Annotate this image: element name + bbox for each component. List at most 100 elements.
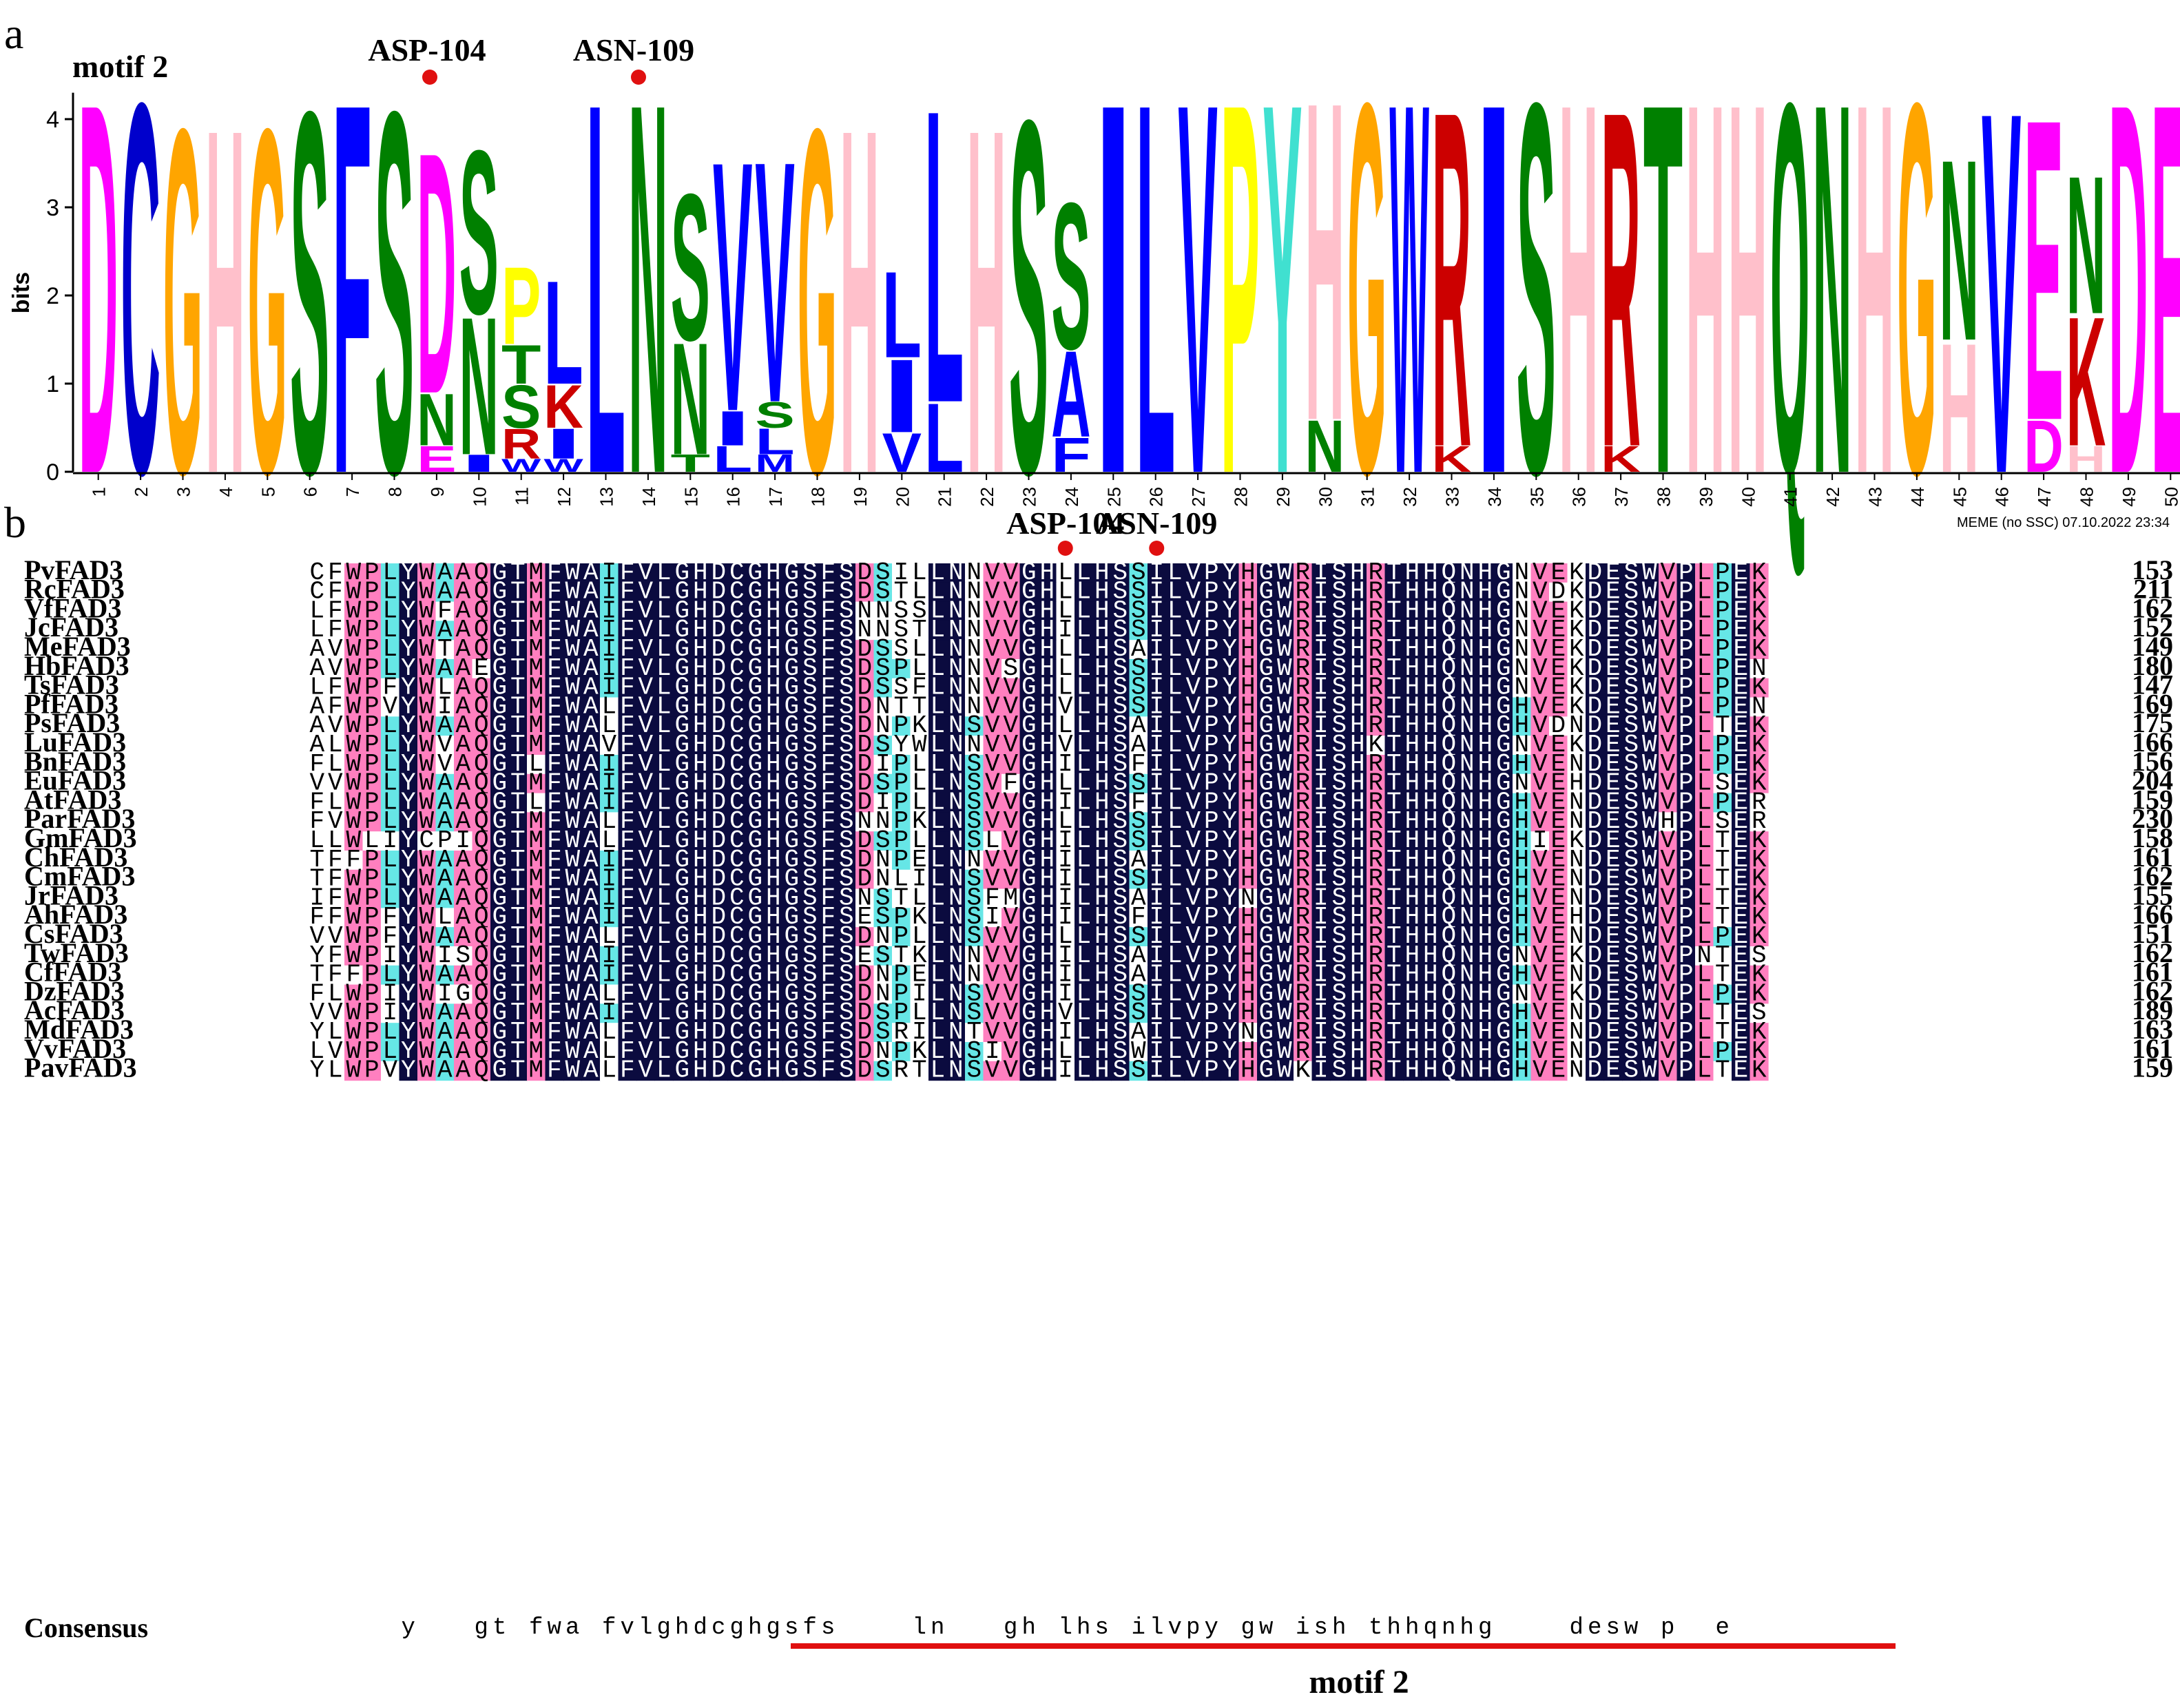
logo-letter-L: L [1136,0,1175,585]
logo-letter-K: K [2066,278,2106,485]
residue-cell [1238,563,1258,583]
consensus-residue: h [1022,1615,1036,1641]
logo-letter-L: L [755,421,794,463]
logo-x-tick-label: 43 [1865,487,1886,507]
residue: Y [401,1056,416,1085]
residue: S [875,1056,891,1085]
logo-y-tick-label: 0 [46,459,59,486]
residue: G [1496,1056,1511,1085]
residue: K [1752,1056,1767,1085]
logo-letter-G: G [163,26,203,576]
residue: D [857,559,872,587]
logo-motif-label: motif 2 [72,49,168,84]
logo-x-tick-label: 19 [850,487,871,507]
residue: A [455,1056,470,1085]
logo-x-tick-label: 47 [2034,487,2055,507]
logo-marker-dot-asp104 [422,70,437,85]
residue-cell [399,563,418,583]
consensus-residue: f [529,1615,543,1641]
alignment-row: PvFAD3 C F W P L Y W A A Q G T M F W A I F V L G H D C G H G S F S D S I L… [24,554,2173,587]
residue-cell [1148,563,1167,583]
residue: S [802,1056,818,1085]
logo-letter-N: N [2066,136,2106,355]
consensus-residue: y [1205,1615,1218,1641]
consensus-residue: s [821,1615,835,1641]
residue: S [802,559,818,587]
residue: H [1240,559,1256,587]
residue: L [382,559,397,587]
residue: S [1623,1056,1639,1085]
consensus-residue: t [1369,1615,1382,1641]
logo-letter-N: N [417,379,456,461]
residue: P [1204,1056,1219,1085]
logo-letter-Q: Q [1770,0,1809,584]
residue: H [1094,559,1110,587]
residue: L [1058,559,1073,587]
logo-x-axis: 1 2 3 4 5 6 7 8 9 10 11 12 13 14 15 16 17 18 19 20 21 22 23 24 2… [73,472,2180,507]
residue: F [820,559,835,587]
logo-x-tick-label: 5 [258,487,278,497]
logo-x-tick-label: 2 [131,487,152,497]
logo-x-tick-label: 12 [554,487,574,507]
logo-y-axis-label: bits [8,272,34,313]
alignment-marker-label-asn109: ASN-109 [1096,506,1217,541]
logo-x-tick-label: 14 [639,487,659,507]
logo-x-tick-label: 3 [174,487,194,497]
logo-x-tick-label: 28 [1231,487,1252,507]
logo-letter-D: D [2108,0,2148,584]
residue: G [674,1056,689,1085]
consensus-residue: d [694,1615,707,1641]
logo-x-tick-label: 33 [1442,487,1463,507]
consensus-residue: h [1460,1615,1474,1641]
residue: A [437,1056,453,1085]
logo-x-tick-label: 20 [892,487,913,507]
residue: V [1003,559,1018,587]
consensus-residue: i [1296,1615,1309,1641]
logo-letter-G: G [1897,0,1936,584]
residue: S [966,1056,982,1085]
panel-a-letter: a [4,9,23,58]
alignment-row: PavFAD3 Y L W P V Y W A A Q G T M F W A L F V L G H D C G H G S F S D S R… [24,1052,2173,1085]
residue-cell [983,563,1002,583]
residue: S [839,559,854,587]
consensus-residue: s [1606,1615,1620,1641]
logo-x-tick-label: 25 [1103,487,1124,507]
residue-cell [326,563,345,583]
residue: Q [474,1056,489,1085]
logo-letter-N: N [1812,0,1851,584]
residue: L [1167,559,1183,587]
residue-cell [965,563,984,583]
consensus-residue: l [913,1615,926,1641]
residue: I [1149,559,1164,587]
logo-letter-H: H [1559,0,1598,584]
logo-letter-N: N [459,277,499,497]
residue: I [1058,1056,1073,1085]
residue: E [1606,1056,1621,1085]
logo-letter-S: S [290,4,329,582]
consensus-residue: s [785,1615,798,1641]
logo-x-tick-label: 42 [1823,487,1843,507]
residue-cell [618,563,637,583]
residue: L [1076,559,1091,587]
residue: L [656,559,672,587]
consensus-residue: v [621,1615,634,1641]
residue: L [1167,1056,1183,1085]
residue: L [1696,1056,1712,1085]
residue-cell [691,563,710,583]
logo-letter-A: A [1051,326,1090,464]
alignment-rows: PvFAD3 C F W P L Y W A A Q G T M F W A I F V L G H D C G H G S F S D S I L… [24,554,2173,1085]
logo-x-tick-label: 44 [1907,487,1928,507]
residue-cell [727,563,747,583]
residue-cell [344,563,364,583]
residue-cell [435,563,455,583]
logo-x-tick-label: 1 [89,487,110,497]
residue: V [1003,1056,1018,1085]
consensus-residue: a [565,1615,579,1641]
residue: F [820,1056,835,1085]
logo-x-tick-label: 23 [1019,487,1040,507]
residue: L [930,559,945,587]
alignment-panel: b ASP-104 ASN-109 PvFAD3 C F W P L Y W A A Q G T M F W A… [4,498,2173,1700]
residue-cell [581,563,601,583]
residue: H [1350,1056,1365,1085]
residue: E [1733,1056,1748,1085]
